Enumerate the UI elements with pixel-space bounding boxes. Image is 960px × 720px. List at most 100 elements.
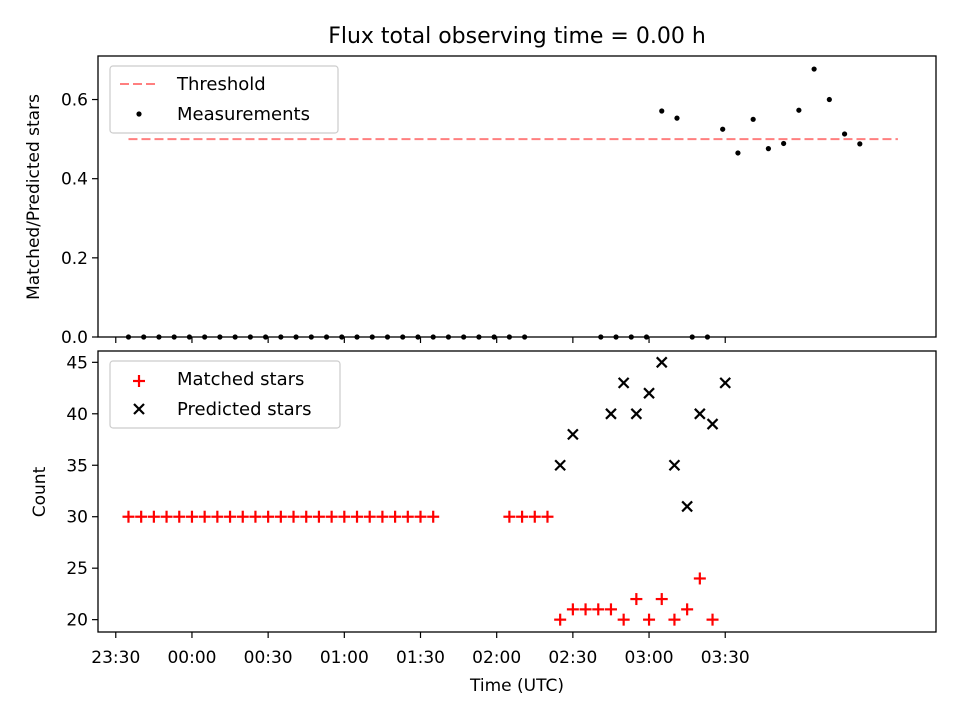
measurement-point bbox=[735, 150, 741, 156]
measurement-point bbox=[750, 116, 756, 122]
top-y-axis-label: Matched/Predicted stars bbox=[24, 94, 44, 300]
y-tick-label: 25 bbox=[66, 559, 88, 579]
x-tick-label: 02:00 bbox=[472, 648, 521, 668]
matched-star-point bbox=[541, 510, 554, 523]
matched-star-point bbox=[427, 510, 440, 523]
measurement-point bbox=[461, 334, 467, 340]
measurement-point bbox=[171, 334, 177, 340]
measurement-point bbox=[278, 334, 284, 340]
matched-star-point bbox=[566, 603, 579, 616]
bottom-y-axis-label: Count bbox=[30, 466, 50, 517]
matched-star-point bbox=[300, 510, 313, 523]
measurement-point bbox=[323, 334, 330, 340]
measurement-point bbox=[826, 96, 832, 103]
bottom-x-ticks: 23:30 00:00 00:30 01:00 01:30 02:00 02:30 03:00… bbox=[91, 632, 750, 668]
matched-star-point bbox=[211, 510, 224, 523]
legend-matched-swatch bbox=[133, 375, 145, 387]
measurement-point bbox=[506, 334, 512, 340]
top-x-ticks bbox=[115, 337, 726, 343]
legend-measurements-swatch bbox=[136, 111, 142, 117]
bottom-y-ticks: 20 25 30 35 40 45 bbox=[66, 353, 98, 631]
measurement-point bbox=[217, 334, 223, 340]
predicted-star-point bbox=[668, 459, 681, 472]
legend-predicted-swatch bbox=[133, 403, 145, 415]
measurement-point bbox=[857, 141, 863, 147]
matched-star-point bbox=[389, 510, 402, 523]
matched-star-point bbox=[122, 510, 135, 523]
x-tick-label: 00:00 bbox=[167, 648, 216, 668]
measurement-point bbox=[202, 334, 208, 340]
measurement-point bbox=[704, 334, 711, 340]
matched-star-point bbox=[249, 510, 262, 523]
measurement-point bbox=[811, 66, 817, 72]
predicted-star-point bbox=[554, 459, 566, 472]
measurement-point bbox=[491, 334, 497, 340]
measurement-points bbox=[125, 66, 863, 340]
predicted-star-point bbox=[643, 387, 655, 399]
predicted-star-point bbox=[567, 428, 579, 441]
count-points bbox=[122, 356, 732, 626]
measurement-point bbox=[156, 334, 162, 340]
bottom-plot-area bbox=[97, 350, 937, 633]
measurement-point bbox=[643, 334, 650, 340]
matched-star-point bbox=[274, 510, 287, 523]
chart-title: Flux total observing time = 0.00 h bbox=[328, 24, 706, 49]
top-y-ticks: 0.0 0.2 0.4 0.6 bbox=[61, 91, 98, 348]
measurement-point bbox=[400, 334, 406, 340]
matched-star-point bbox=[312, 510, 325, 523]
x-tick-label: 02:30 bbox=[548, 648, 597, 668]
matched-star-point bbox=[655, 593, 668, 606]
matched-star-point bbox=[363, 510, 376, 523]
matched-star-point bbox=[401, 510, 414, 523]
matched-star-point bbox=[198, 510, 211, 523]
matched-star-point bbox=[554, 613, 567, 626]
y-tick-label: 45 bbox=[66, 353, 88, 373]
matched-star-point bbox=[528, 510, 541, 523]
matched-star-point bbox=[630, 593, 643, 606]
top-legend-box bbox=[109, 65, 339, 134]
matched-star-point bbox=[325, 510, 338, 523]
y-tick-label: 0.6 bbox=[61, 91, 88, 111]
matched-star-point bbox=[160, 510, 173, 523]
top-plot-area bbox=[97, 55, 937, 338]
matched-star-point bbox=[668, 613, 681, 626]
predicted-star-point bbox=[655, 356, 668, 369]
bottom-legend-box bbox=[109, 360, 341, 429]
y-tick-label: 30 bbox=[66, 508, 88, 528]
y-tick-label: 0.0 bbox=[61, 328, 88, 348]
matched-star-point bbox=[351, 510, 364, 523]
matched-star-point bbox=[376, 510, 389, 523]
measurement-point bbox=[659, 108, 665, 114]
predicted-star-point bbox=[630, 408, 643, 420]
matched-star-point bbox=[579, 603, 592, 616]
x-tick-label: 01:00 bbox=[320, 648, 369, 668]
top-panel: 0.0 0.2 0.4 0.6 Matched/Predicted stars Thr… bbox=[24, 55, 937, 348]
x-tick-label: 00:30 bbox=[244, 648, 293, 668]
x-tick-label: 03:00 bbox=[625, 648, 674, 668]
measurement-point bbox=[445, 334, 452, 340]
matched-star-point bbox=[681, 603, 694, 616]
measurement-point bbox=[247, 334, 253, 340]
measurement-point bbox=[354, 334, 360, 340]
predicted-star-point bbox=[681, 500, 693, 513]
matched-star-point bbox=[592, 603, 605, 616]
legend-measurements-label: Measurements bbox=[177, 104, 310, 125]
y-tick-label: 40 bbox=[66, 405, 88, 425]
measurement-point bbox=[598, 334, 604, 340]
measurement-point bbox=[339, 334, 345, 340]
x-axis-label: Time (UTC) bbox=[469, 676, 564, 696]
y-tick-label: 20 bbox=[66, 611, 88, 631]
measurement-point bbox=[674, 115, 680, 121]
x-tick-label: 23:30 bbox=[91, 648, 140, 668]
legend-threshold-label: Threshold bbox=[176, 74, 266, 95]
matched-star-point bbox=[173, 510, 186, 523]
matched-star-point bbox=[338, 510, 351, 523]
measurement-point bbox=[522, 334, 528, 340]
predicted-star-point bbox=[719, 377, 732, 389]
matched-star-point bbox=[503, 510, 516, 523]
matched-star-point bbox=[643, 613, 656, 626]
measurement-point bbox=[415, 334, 421, 340]
measurement-point bbox=[384, 334, 391, 340]
predicted-star-point bbox=[617, 377, 630, 389]
